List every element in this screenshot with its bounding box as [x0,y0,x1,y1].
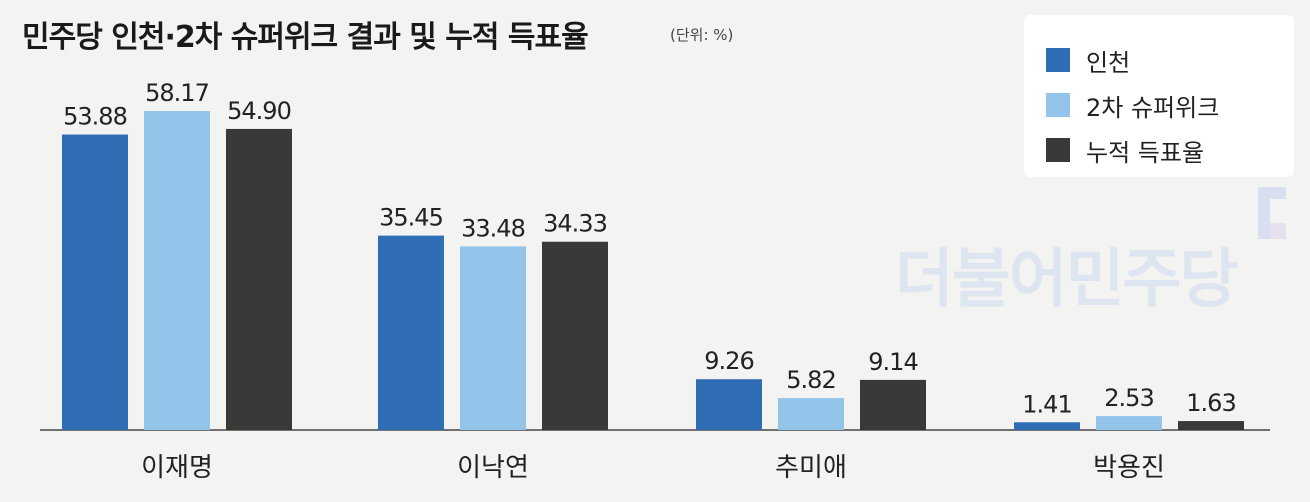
value-label-cumulative-1: 54.90 [227,97,291,125]
category-label-2: 이낙연 [457,453,529,483]
legend-label-super-week: 2차 슈퍼위크 [1086,93,1220,122]
value-label-incheon-4: 1.41 [1022,390,1071,418]
legend-label-cumulative: 누적 득표율 [1086,138,1205,167]
unit-label: (단위: %) [670,26,734,44]
legend-label-incheon: 인천 [1086,48,1131,77]
bar-incheon-3 [696,379,762,430]
bar-cumulative-1 [226,128,292,430]
bar-cumulative-3 [860,379,926,430]
legend-swatch-cumulative [1046,138,1070,162]
bar-super-week-4 [1096,416,1162,430]
value-label-super-week-4: 2.53 [1104,384,1153,412]
bar-incheon-2 [378,235,444,430]
value-label-super-week-1: 58.17 [145,79,209,107]
value-label-incheon-2: 35.45 [379,204,443,232]
value-label-super-week-2: 33.48 [461,214,525,242]
value-label-incheon-1: 53.88 [63,103,127,131]
legend-swatch-incheon [1046,48,1070,72]
category-label-1: 이재명 [141,453,213,483]
chart-title: 민주당 인천·2차 슈퍼위크 결과 및 누적 득표율 [22,20,589,55]
bar-cumulative-2 [542,241,608,430]
bar-super-week-2 [460,246,526,430]
bar-cumulative-4 [1178,421,1244,430]
bar-super-week-3 [778,398,844,430]
value-label-incheon-3: 9.26 [704,347,753,375]
legend: 인천 2차 슈퍼위크 누적 득표율 [1024,15,1294,177]
legend-item-super-week: 2차 슈퍼위크 [1046,90,1220,122]
legend-item-incheon: 인천 [1046,45,1131,77]
category-label-4: 박용진 [1093,453,1165,483]
value-label-super-week-3: 5.82 [786,366,835,394]
value-label-cumulative-2: 34.33 [543,210,607,238]
legend-swatch-super-week [1046,93,1070,117]
party-logo-icon [1258,187,1286,239]
party-watermark: 더불어민주당 [895,243,1238,317]
bar-incheon-4 [1014,422,1080,430]
value-label-cumulative-3: 9.14 [868,348,917,376]
bar-super-week-1 [144,111,210,430]
legend-item-cumulative: 누적 득표율 [1046,135,1205,167]
category-label-3: 추미애 [775,453,847,483]
bar-incheon-1 [62,134,128,430]
value-label-cumulative-4: 1.63 [1186,389,1235,417]
